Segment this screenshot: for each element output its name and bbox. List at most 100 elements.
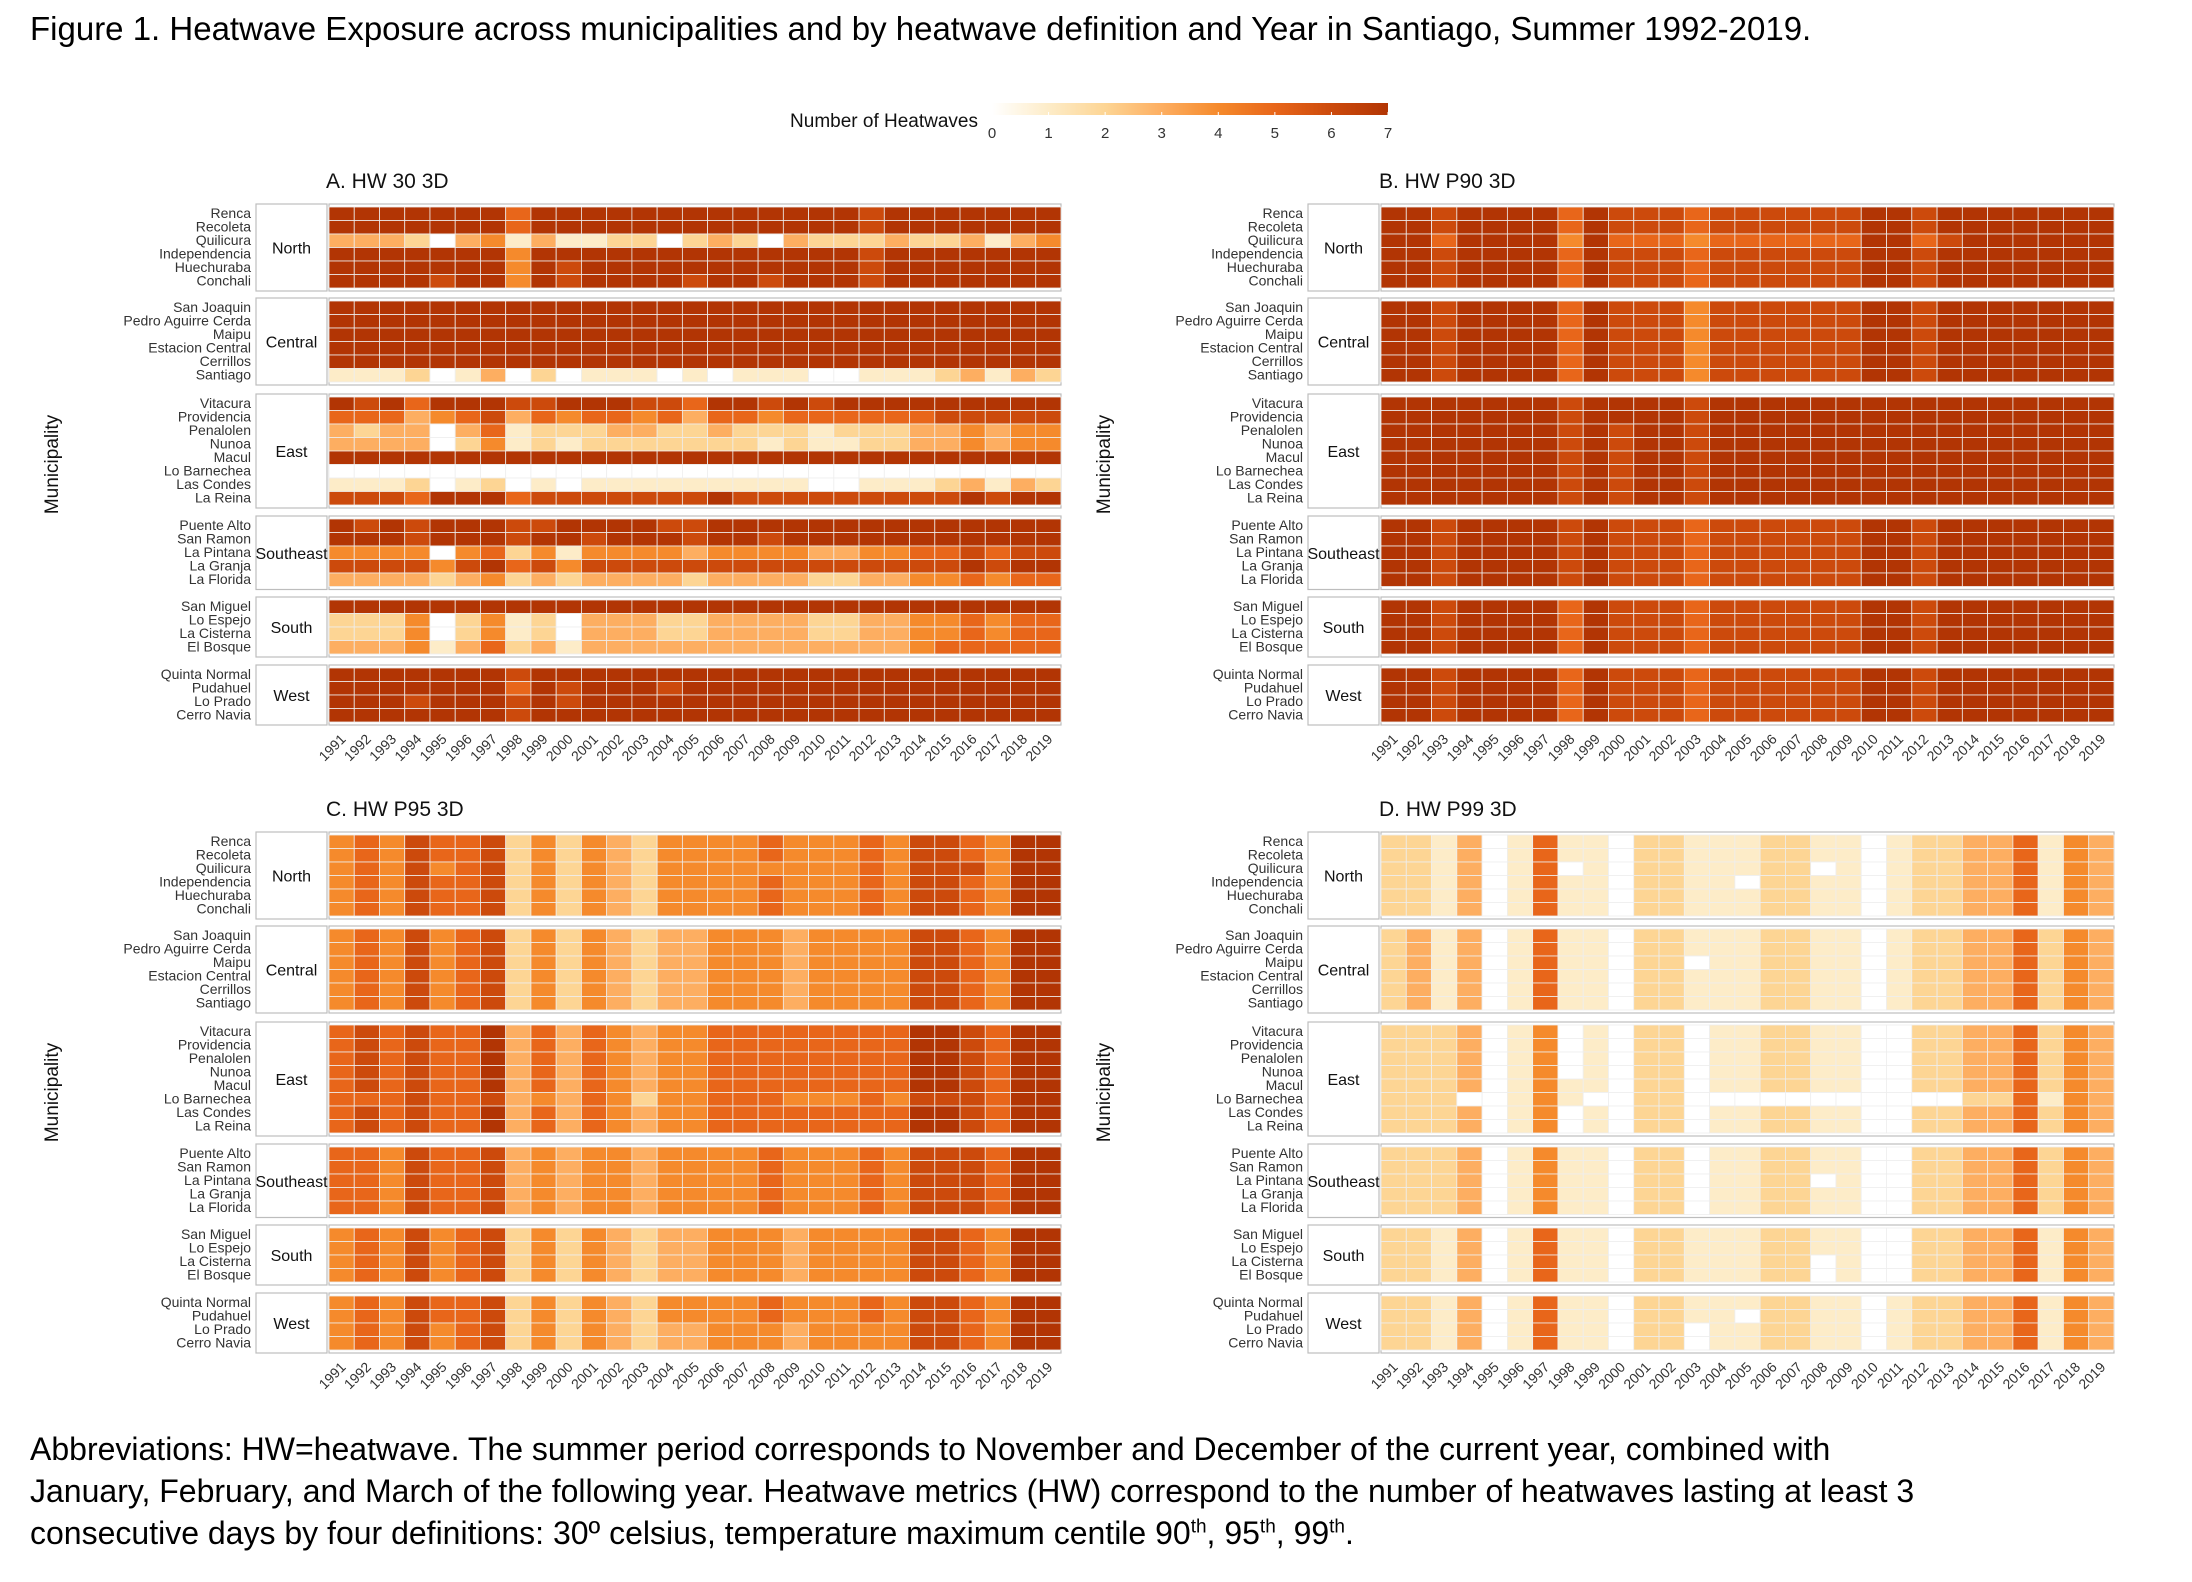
heatmap-cell — [1835, 545, 1862, 560]
heatmap-cell — [505, 996, 532, 1011]
heatmap-cell — [681, 396, 709, 411]
heatmap-cell — [530, 423, 557, 438]
heatmap-cell — [757, 1051, 784, 1066]
heatmap-cell — [1860, 1092, 1887, 1107]
heatmap-cell — [1405, 368, 1432, 383]
heatmap-cell — [328, 1146, 355, 1161]
heatmap-cell — [959, 667, 986, 682]
heatmap-cell — [1608, 1146, 1635, 1161]
heatmap-cell — [1506, 518, 1534, 533]
heatmap-cell — [1582, 314, 1609, 329]
heatmap-cell — [2063, 848, 2090, 863]
heatmap-cell — [1759, 667, 1786, 682]
heatmap-cell — [1456, 955, 1483, 970]
heatmap-cell — [1658, 681, 1685, 696]
heatmap-cell — [2088, 1024, 2115, 1039]
heatmap-cell — [429, 667, 456, 682]
municipality-label: La Granja — [1242, 1186, 1304, 1202]
heatmap-cell — [353, 942, 380, 957]
zone-east: EastVitacuraProvidenciaPenalolenNunoaMac… — [1216, 393, 2115, 509]
heatmap-cell — [1886, 708, 1913, 723]
year-tick-label: 1993 — [366, 731, 399, 764]
heatmap-cell — [1380, 532, 1407, 547]
heatmap-cell — [581, 247, 608, 262]
year-tick-label: 1991 — [1367, 731, 1400, 764]
heatmap-cell — [555, 626, 582, 641]
heatmap-cell — [480, 233, 507, 248]
heatmap-cell — [379, 437, 406, 452]
heatmap-cell — [1961, 368, 1989, 383]
heatmap-cell — [1035, 694, 1062, 709]
heatmap-cell — [1683, 368, 1710, 383]
heatmap-cell — [1886, 888, 1913, 903]
heatmap-cell — [1936, 861, 1963, 876]
heatmap-cell — [984, 902, 1011, 917]
heatmap-cell — [858, 902, 885, 917]
heatmap-cell — [2063, 1105, 2090, 1120]
heatmap-cell — [656, 300, 683, 315]
heatmap-cell — [480, 928, 507, 943]
heatmap-cell — [429, 206, 456, 221]
heatmap-cell — [858, 1187, 885, 1202]
heatmap-cell — [1734, 1038, 1761, 1053]
heatmap-cell — [732, 559, 759, 574]
heatmap-cell — [656, 1322, 683, 1337]
heatmap-cell — [1506, 1254, 1534, 1269]
heatmap-cell — [1035, 1146, 1062, 1161]
heatmap-cell — [1405, 1119, 1432, 1134]
heatmap-cell — [707, 1146, 734, 1161]
heatmap-cell — [1785, 1024, 1812, 1039]
municipality-label: Las Condes — [1228, 476, 1303, 492]
heatmap-cell — [1582, 942, 1609, 957]
heatmap-cell — [934, 220, 961, 235]
heatmap-cell — [1810, 491, 1837, 506]
heatmap-cell — [858, 1078, 885, 1093]
heatmap-cell — [1911, 861, 1938, 876]
heatmap-cell — [480, 599, 507, 614]
heatmap-cell — [833, 518, 860, 533]
heatmap-cell — [530, 314, 557, 329]
heatmap-cell — [1810, 861, 1837, 876]
heatmap-cell — [454, 410, 481, 425]
heatmap-cell — [934, 1322, 961, 1337]
heatmap-cell — [505, 464, 532, 479]
heatmap-cell — [1532, 1173, 1559, 1188]
heatmap-cell — [1709, 1187, 1736, 1202]
heatmap-cell — [1860, 834, 1887, 849]
heatmap-cell — [353, 1105, 380, 1120]
heatmap-cell — [1911, 1119, 1938, 1134]
heatmap-cell — [1431, 1268, 1458, 1283]
heatmap-cell — [909, 220, 936, 235]
heatmap-cell — [1506, 640, 1534, 655]
heatmap-cell — [934, 1065, 961, 1080]
heatmap-cell — [606, 928, 633, 943]
heatmap-cell — [1911, 260, 1938, 275]
heatmap-cell — [379, 341, 406, 356]
heatmap-cell — [1557, 1336, 1584, 1351]
heatmap-cell — [1010, 1051, 1037, 1066]
municipality-label: Pedro Aguirre Cerda — [1175, 313, 1303, 329]
heatmap-cell — [1911, 681, 1938, 696]
zone-label: Central — [266, 335, 318, 352]
heatmap-cell — [404, 681, 431, 696]
heatmap-cell — [1734, 848, 1761, 863]
heatmap-cell — [1734, 599, 1761, 614]
heatmap-cell — [984, 928, 1011, 943]
heatmap-cell — [1557, 450, 1584, 465]
heatmap-cell — [959, 613, 986, 628]
heatmap-cell — [1010, 314, 1037, 329]
heatmap-cell — [883, 450, 910, 465]
heatmap-cell — [1380, 613, 1407, 628]
heatmap-cell — [883, 681, 910, 696]
heatmap-cell — [1810, 1241, 1837, 1256]
heatmap-cell — [530, 220, 557, 235]
year-tick-label: 2010 — [1848, 1359, 1881, 1392]
heatmap-cell — [909, 1092, 936, 1107]
heatmap-cell — [681, 982, 709, 997]
heatmap-cell — [1633, 464, 1660, 479]
heatmap-cell — [681, 681, 709, 696]
heatmap-cell — [1608, 1322, 1635, 1337]
heatmap-cell — [1633, 1336, 1660, 1351]
heatmap-cell — [1506, 1200, 1534, 1215]
